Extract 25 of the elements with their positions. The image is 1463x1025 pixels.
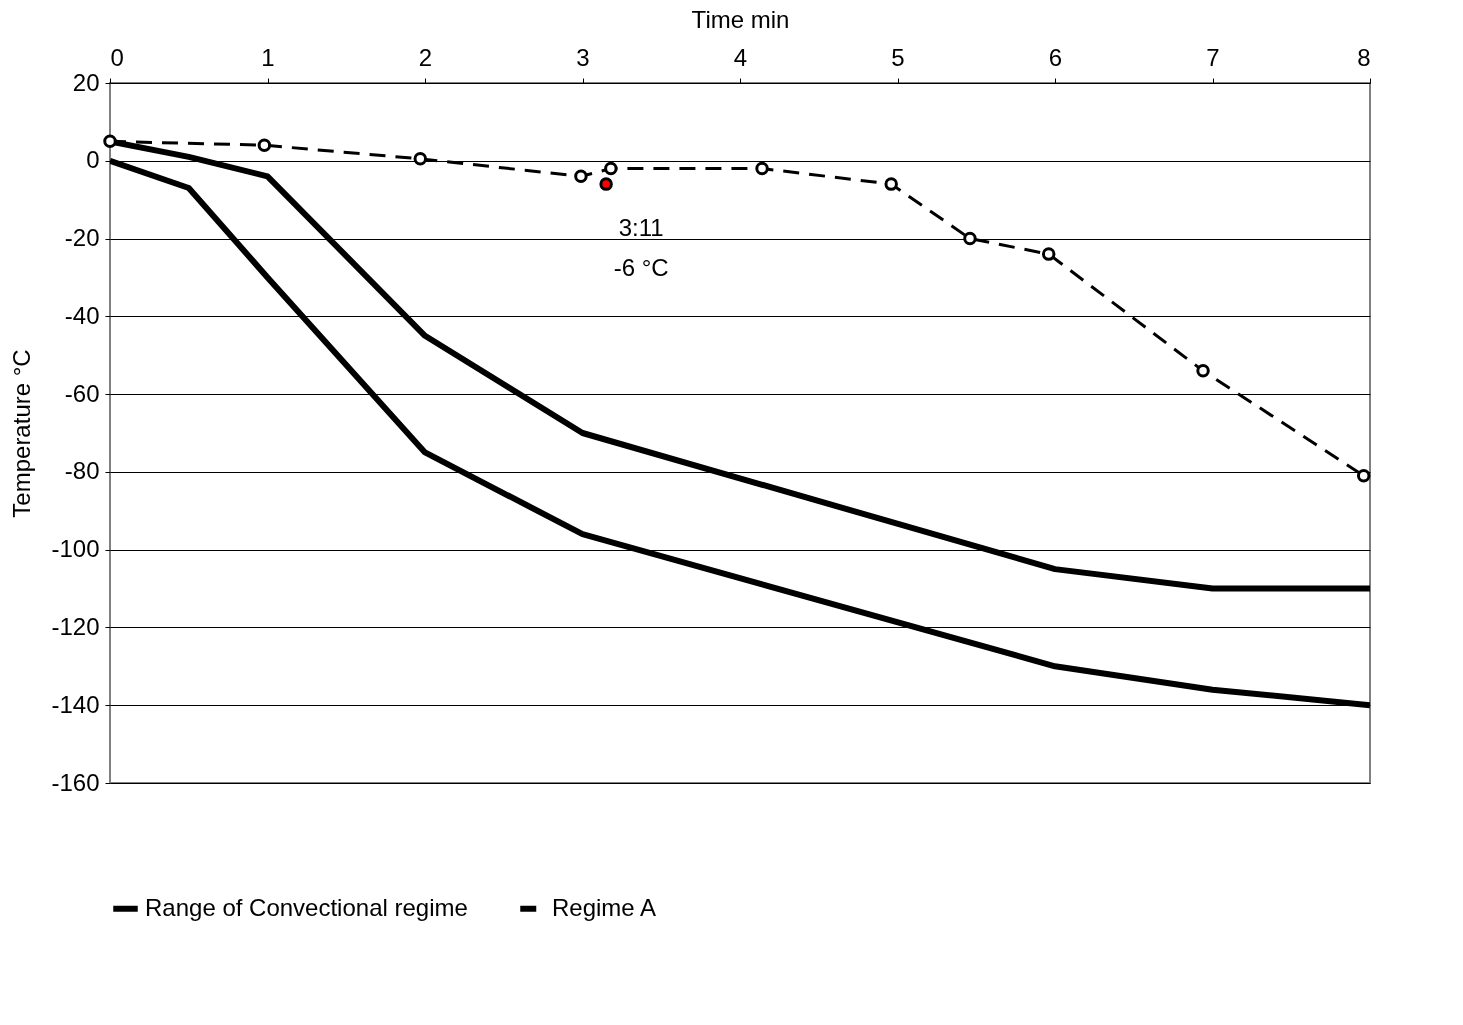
y-tick-label: -60 [64,379,100,407]
annotation: -6 °C [613,254,669,282]
annotation: 3:11 [618,214,664,242]
legend-label: Range of Convectional regime [145,893,468,921]
y-tick-label: -40 [64,301,100,329]
x-tick-label: 7 [1206,43,1220,71]
y-tick-label: -80 [64,457,100,485]
y-tick-label: 20 [72,68,100,96]
y-tick-label: -160 [51,768,100,796]
x-tick-label: 6 [1048,43,1063,71]
y-axis-title: Temperature °C [8,349,36,518]
x-tick-label: 3 [576,43,590,71]
x-axis-title: Time min [691,5,790,33]
legend-label: Regime A [552,893,657,921]
y-tick-label: -120 [51,612,100,640]
x-tick-label: 1 [261,43,275,71]
x-tick-label: 5 [891,43,905,71]
x-tick-label: 8 [1357,43,1371,71]
y-tick-label: 0 [86,146,100,174]
y-tick-label: -140 [51,690,100,718]
x-tick-label: 0 [110,43,124,71]
y-tick-label: -20 [64,224,100,252]
y-tick-label: -100 [51,535,100,563]
x-tick-label: 4 [733,43,748,71]
x-tick-label: 2 [418,43,433,71]
